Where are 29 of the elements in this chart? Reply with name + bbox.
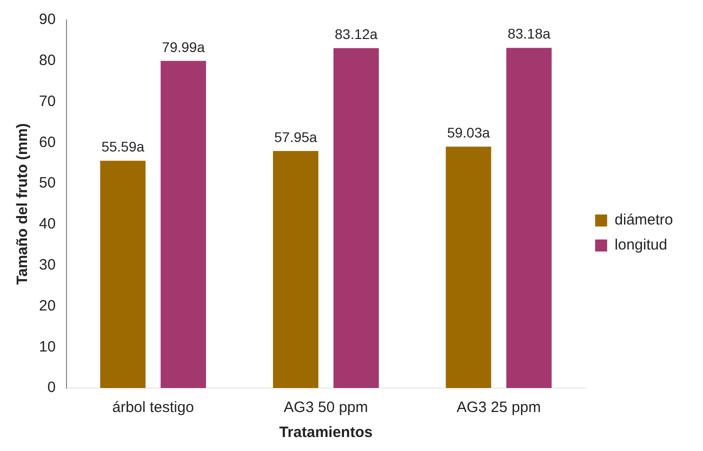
data-label: 83.12a [334,26,378,42]
bar [506,48,552,388]
data-label: 83.18a [508,26,551,42]
x-tick-label: AG3 50 ppm [284,399,368,416]
bar [333,48,379,388]
bar [446,146,492,388]
bar [100,160,146,388]
x-axis-title: Tratamientos [279,424,373,442]
y-tick-label: 80 [38,52,56,70]
bar [272,151,318,388]
legend-label: longitud [614,236,668,254]
y-tick-label: 40 [38,216,56,233]
y-tick-label: 30 [38,256,56,274]
y-tick-label: 50 [38,174,56,192]
x-tick-label: árbol testigo [112,399,194,416]
y-tick-label: 90 [38,11,56,28]
data-label: 55.59a [101,138,144,155]
data-label: 59.03a [447,124,490,140]
legend-label: diámetro [614,212,673,229]
y-tick-label: 20 [38,297,56,314]
x-tick-label: AG3 25 ppm [456,399,541,416]
data-label: 57.95a [274,128,318,145]
y-tick-label: 0 [47,379,56,396]
y-tick-label: 70 [38,92,56,110]
data-label: 79.99a [162,38,205,55]
y-axis-title: Tamaño del fruto (mm) [14,123,32,285]
y-tick-label: 60 [38,134,56,151]
bar [160,60,206,388]
y-tick-label: 10 [38,338,56,356]
